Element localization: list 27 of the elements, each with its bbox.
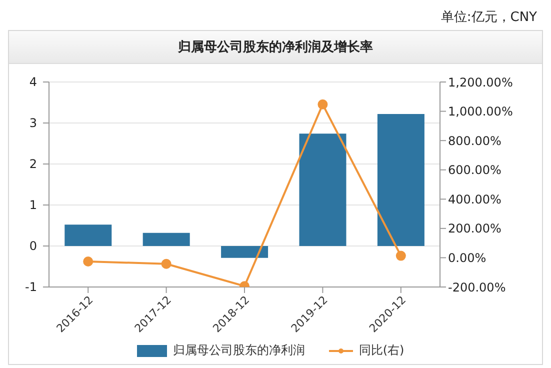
y2-tick-label: 200.00% bbox=[448, 222, 502, 236]
y-tick-label: 2 bbox=[29, 157, 37, 171]
y2-tick-label: 400.00% bbox=[448, 192, 502, 206]
point bbox=[396, 250, 406, 261]
bar bbox=[142, 232, 190, 246]
y2-tick-label: 1,200.00% bbox=[448, 75, 513, 90]
bar bbox=[377, 114, 424, 246]
y-tick-label: 3 bbox=[29, 116, 37, 130]
legend-label: 归属母公司股东的净利润 bbox=[172, 342, 305, 359]
y-tick-label: 0 bbox=[29, 239, 37, 253]
y-tick-label: 4 bbox=[29, 75, 37, 89]
y-tick-label: -1 bbox=[25, 280, 37, 294]
legend-label: 同比(右) bbox=[358, 342, 404, 359]
text: 单位:亿元，CNY bbox=[440, 9, 538, 27]
y2-tick-label: 600.00% bbox=[448, 163, 502, 178]
point bbox=[161, 258, 172, 269]
y2-tick-label: 0.00% bbox=[448, 250, 486, 265]
y2-tick-label: 1,000.00% bbox=[448, 104, 513, 119]
y2-tick-label: 800.00% bbox=[448, 134, 502, 148]
y-tick-label: 1 bbox=[29, 198, 37, 212]
bar bbox=[299, 134, 346, 246]
point bbox=[318, 99, 328, 110]
bar bbox=[221, 246, 268, 258]
bar bbox=[64, 224, 112, 246]
point bbox=[83, 256, 94, 267]
chart-title: 归属母公司股东的净利润及增长率 bbox=[9, 31, 542, 64]
y2-tick-label: -200.00% bbox=[448, 280, 506, 294]
